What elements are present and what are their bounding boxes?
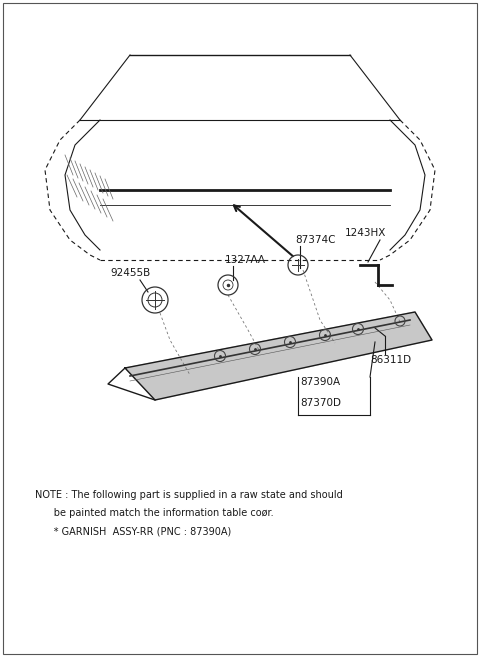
Text: 92455B: 92455B [110,268,150,278]
Text: NOTE : The following part is supplied in a raw state and should: NOTE : The following part is supplied in… [35,490,343,500]
Text: 1327AA: 1327AA [225,255,266,265]
Polygon shape [125,312,432,400]
Text: * GARNISH  ASSY-RR (PNC : 87390A): * GARNISH ASSY-RR (PNC : 87390A) [35,526,231,536]
Text: 1243HX: 1243HX [345,228,386,238]
Text: be painted match the information table coør.: be painted match the information table c… [35,508,274,518]
Text: 87370D: 87370D [300,398,341,408]
Text: 87374C: 87374C [295,235,336,245]
Text: 86311D: 86311D [370,355,411,365]
Text: 87390A: 87390A [300,377,340,387]
